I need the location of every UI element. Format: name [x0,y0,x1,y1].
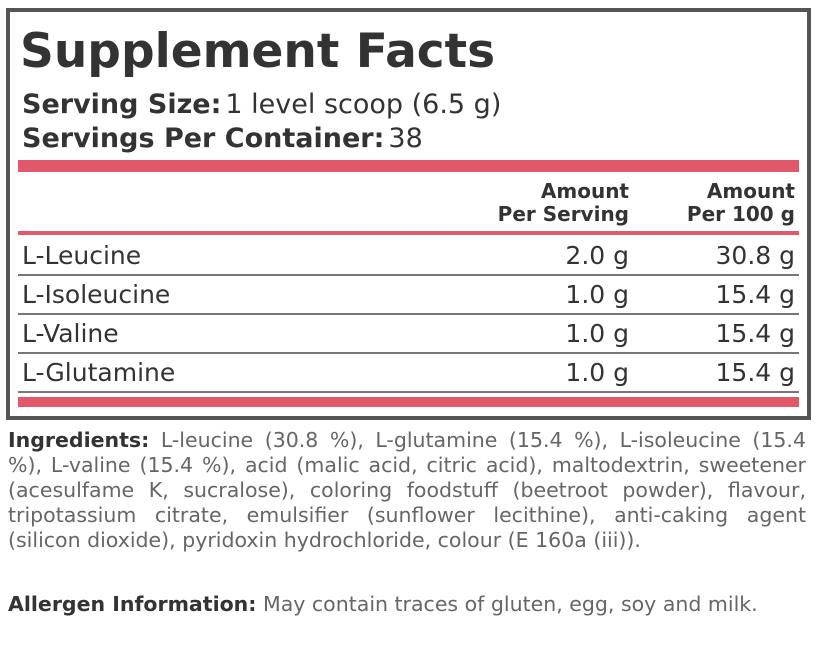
label: Ingredients: [8,428,150,452]
servings-per-container: Servings Per Container: 38 [22,122,423,156]
allergen-information: Allergen Information: May contain traces… [8,588,806,620]
header-line: Amount [706,179,795,203]
nutrient-name: L-Glutamine [22,358,176,387]
serving-size: Serving Size: 1 level scoop (6.5 g) [22,88,501,122]
label: Serving Size: [22,89,222,120]
divider [18,397,799,407]
amount: 1.0 g [565,358,629,387]
column-header: Amount Per 100 g [687,180,795,226]
nutrient-row: L-Isoleucine 1.0 g 15.4 g [18,276,799,315]
divider [18,231,799,235]
amount: 30.8 g [715,241,795,270]
nutrient-name: L-Valine [22,319,119,348]
label: Allergen Information: [8,592,257,616]
divider [18,160,799,172]
label: Servings Per Container: [22,123,385,154]
nutrient-name: L-Isoleucine [22,280,171,309]
amount: 1.0 g [565,319,629,348]
amount: 15.4 g [715,358,795,387]
text: L-leucine (30.8 %), L-glutamine (15.4 %)… [8,428,806,552]
nutrient-name: L-Leucine [22,241,142,270]
ingredients: Ingredients: L-leucine (30.8 %), L-gluta… [8,428,806,553]
title: Supplement Facts [20,24,496,79]
value: 38 [388,123,423,154]
column-header: Amount Per Serving [498,180,629,226]
header-line: Per 100 g [686,202,795,226]
text: May contain traces of gluten, egg, soy a… [263,592,758,616]
facts-panel: Supplement Facts Serving Size: 1 level sc… [6,8,811,420]
header-line: Per Serving [497,202,629,226]
nutrient-row: L-Leucine 2.0 g 30.8 g [18,237,799,276]
amount: 15.4 g [715,319,795,348]
value: 1 level scoop (6.5 g) [225,89,502,120]
amount: 2.0 g [565,241,629,270]
amount: 15.4 g [715,280,795,309]
amount: 1.0 g [565,280,629,309]
nutrient-row: L-Valine 1.0 g 15.4 g [18,315,799,354]
header-line: Amount [540,179,629,203]
nutrient-row: L-Glutamine 1.0 g 15.4 g [18,354,799,393]
